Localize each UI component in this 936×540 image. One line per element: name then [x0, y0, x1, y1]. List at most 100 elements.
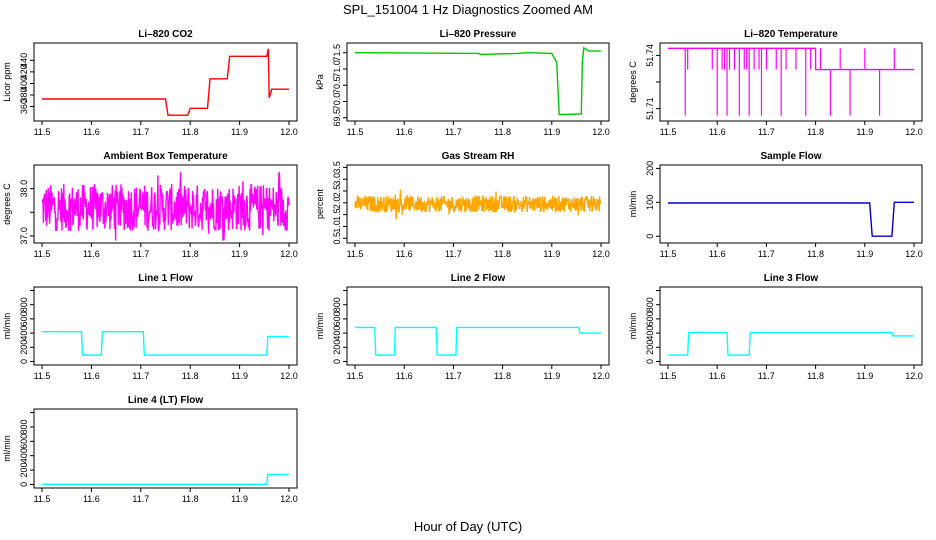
x-tick-label: 11.5	[660, 371, 677, 381]
y-axis-label: ml/min	[2, 313, 12, 340]
plot-frame	[33, 408, 298, 489]
x-tick-label: 11.6	[83, 494, 100, 504]
y-tick-label: 0	[645, 234, 655, 239]
x-tick-label: 12.0	[905, 249, 923, 259]
chart-panels: Li–820 CO2 11.5 11.6 11.7 11.8 11.9 12.0 360380…	[2, 29, 923, 504]
y-tick-label: 100	[645, 195, 655, 210]
x-tick-label: 11.8	[182, 371, 199, 381]
y-tick-label: 37.0	[19, 227, 29, 245]
y-tick-label: 0	[19, 482, 29, 487]
x-tick-label: 12.0	[592, 371, 610, 381]
x-tick-label: 11.7	[445, 249, 462, 259]
y-axis-label: degrees C	[628, 61, 638, 103]
x-tick-label: 11.8	[807, 249, 824, 259]
x-tick-label: 11.8	[182, 127, 199, 137]
y-tick-label: 200	[19, 340, 29, 355]
panel-title: Li–820 Pressure	[440, 29, 517, 40]
y-tick-label: 0	[332, 359, 342, 364]
x-tick-label: 11.7	[445, 127, 462, 137]
y-axis-label: ml/min	[315, 313, 325, 340]
y-tick-label: 1.0	[332, 220, 342, 233]
y-axis-label: kPa	[315, 74, 325, 90]
x-tick-label: 11.6	[83, 371, 100, 381]
y-axis-label: Licor ppm	[2, 62, 12, 102]
y-tick-label: 1.5	[332, 208, 342, 221]
chart-panel: Line 2 Flow 11.5 11.6 11.7 11.8 11.9 12.0 0 2004…	[315, 273, 610, 381]
panel-title: Li–820 Temperature	[744, 29, 838, 40]
y-axis-label: ml/min	[628, 313, 638, 340]
data-series-line	[354, 46, 601, 116]
y-tick-label: 600	[332, 311, 342, 326]
data-series-line	[354, 189, 602, 220]
x-tick-label: 11.8	[494, 249, 511, 259]
x-tick-label: 11.5	[34, 127, 51, 137]
plot-frame	[33, 286, 298, 366]
x-tick-label: 11.9	[543, 249, 560, 259]
x-tick-label: 11.6	[709, 127, 726, 137]
data-series-line	[42, 48, 289, 116]
y-axis-label: degrees C	[2, 183, 12, 225]
y-tick-label: 70.0	[332, 93, 342, 111]
panel-title: Line 3 Flow	[764, 273, 819, 284]
x-tick-label: 11.9	[856, 371, 873, 381]
y-tick-label: 71.5	[332, 44, 342, 62]
x-tick-label: 11.6	[396, 371, 413, 381]
y-axis-label: percent	[315, 188, 325, 219]
plot-frame	[659, 286, 923, 366]
x-tick-label: 12.0	[592, 127, 610, 137]
plot-frame	[346, 42, 610, 122]
chart-panel: Li–820 Temperature 11.5 11.6 11.7 11.8 11.9 12…	[628, 29, 923, 137]
x-tick-label: 11.8	[807, 127, 824, 137]
plot-frame	[33, 42, 298, 122]
plot-frame	[659, 42, 923, 122]
y-tick-label: 800	[645, 297, 655, 312]
x-tick-label: 11.6	[83, 249, 100, 259]
y-tick-label: 0	[645, 359, 655, 364]
x-tick-label: 12.0	[905, 371, 923, 381]
y-tick-label: 51.74	[645, 44, 655, 67]
x-tick-label: 11.7	[758, 371, 775, 381]
x-tick-label: 11.9	[231, 371, 248, 381]
y-tick-label: 400	[332, 326, 342, 341]
chart-panel: Sample Flow 11.5 11.6 11.7 11.8 11.9 12.0 0 100 2…	[628, 151, 923, 259]
x-tick-label: 12.0	[280, 371, 298, 381]
chart-panel: Line 1 Flow 11.5 11.6 11.7 11.8 11.9 12.0 0 2004…	[2, 273, 298, 381]
x-tick-label: 11.5	[34, 249, 51, 259]
x-tick-label: 11.7	[445, 371, 462, 381]
y-tick-label: 420	[19, 64, 29, 79]
x-tick-label: 12.0	[280, 127, 298, 137]
y-tick-label: 0.5	[332, 232, 342, 245]
x-tick-label: 11.8	[494, 371, 511, 381]
figure-x-label: Hour of Day (UTC)	[414, 519, 522, 534]
y-tick-label: 69.5	[332, 109, 342, 127]
data-series-line	[41, 171, 290, 241]
x-tick-label: 11.8	[182, 249, 199, 259]
x-tick-label: 11.5	[660, 127, 677, 137]
data-series-line	[668, 201, 914, 237]
data-series-line	[668, 331, 914, 356]
data-series-line	[355, 326, 601, 356]
y-tick-label: 0	[19, 359, 29, 364]
x-tick-label: 12.0	[592, 249, 610, 259]
y-tick-label: 400	[645, 326, 655, 341]
x-tick-label: 11.7	[758, 127, 775, 137]
chart-panel: Li–820 Pressure 11.5 11.6 11.7 11.8 11.9 12.0 6…	[315, 29, 610, 137]
data-series-line	[42, 331, 289, 356]
x-tick-label: 11.6	[709, 249, 726, 259]
x-tick-label: 11.8	[494, 127, 511, 137]
x-tick-label: 11.5	[347, 371, 364, 381]
x-tick-label: 11.9	[231, 494, 248, 504]
figure-title: SPL_151004 1 Hz Diagnostics Zoomed AM	[343, 2, 593, 17]
panel-title: Line 2 Flow	[451, 273, 506, 284]
data-series-line	[42, 473, 289, 485]
y-tick-label: 71.0	[332, 60, 342, 78]
y-tick-label: 440	[19, 53, 29, 68]
x-tick-label: 11.6	[396, 249, 413, 259]
x-tick-label: 11.5	[34, 371, 51, 381]
y-tick-label: 51.71	[645, 97, 655, 120]
y-tick-label: 800	[332, 297, 342, 312]
y-tick-label: 400	[19, 448, 29, 463]
plot-frame	[33, 164, 298, 244]
panel-title: Ambient Box Temperature	[103, 151, 228, 162]
